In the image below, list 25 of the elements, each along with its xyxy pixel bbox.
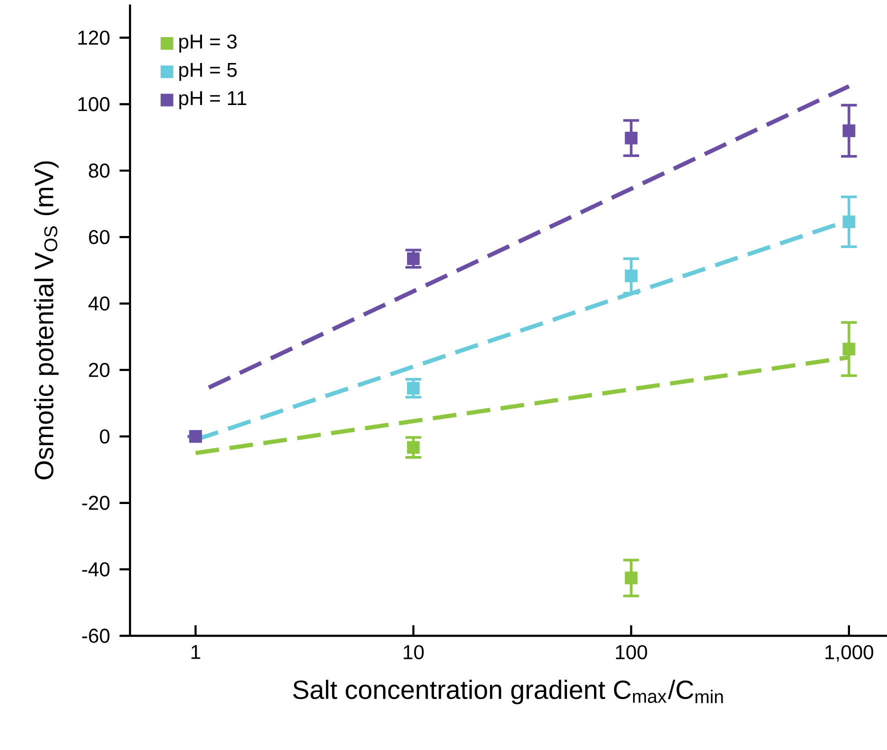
point	[407, 382, 420, 395]
x-axis-title: Salt concentration gradient C$_{max}$/C$_{min}$	[293, 680, 723, 704]
y-tick-label: 40	[88, 296, 110, 311]
y-tick-label: 80	[88, 164, 110, 178]
legend-label: pH = 3	[179, 34, 237, 53]
y-tick-label: -20	[82, 496, 110, 510]
x-tick-label: 100	[616, 645, 648, 660]
y-tick-label: 120	[78, 30, 110, 45]
y-tick-label: 100	[78, 97, 110, 112]
y-tick-label: -40	[82, 562, 110, 577]
y-axis-title: Osmotic potential V$_{OS}$ (mV)	[34, 161, 59, 480]
legend-label: pH = 11	[179, 91, 246, 110]
y-tick-label: 20	[88, 362, 110, 378]
x-tick-label: 10	[404, 645, 424, 660]
point	[842, 216, 856, 228]
y-tick-label: 60	[89, 230, 110, 244]
point	[624, 132, 638, 144]
y-tick-label: -60	[82, 628, 110, 644]
point	[407, 252, 420, 266]
legend-label: pH = 5	[179, 63, 237, 82]
y-tick-label: 0	[100, 429, 110, 444]
point	[624, 270, 638, 282]
x-tick-label: 1	[192, 645, 200, 659]
x-tick-label: 1,000	[825, 645, 874, 662]
point	[842, 124, 856, 138]
